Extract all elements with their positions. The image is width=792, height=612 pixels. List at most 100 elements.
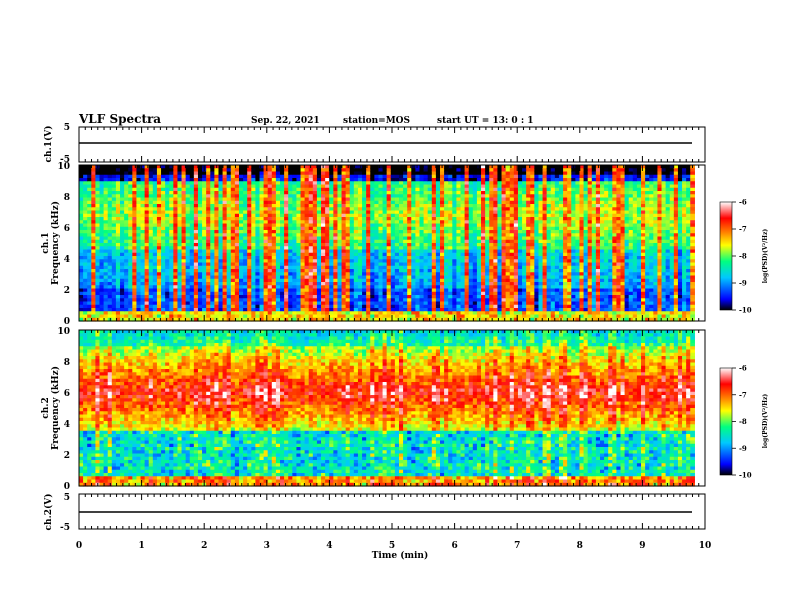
spectrogram-cell [394,259,400,264]
spectrogram-cell [169,314,174,319]
spectrogram-cell [103,197,109,202]
spectrogram-cell [156,178,162,182]
spectrogram-cell [267,291,273,296]
spectrogram-cell [370,259,375,264]
spectrogram-cell [230,256,236,260]
spectrogram-cell [83,262,88,267]
spectrogram-cell [329,184,334,189]
spectrogram-cell [386,291,392,296]
spectrogram-cell [132,262,138,267]
spectrogram-cell [156,288,162,293]
spectrogram-cell [304,301,310,306]
spectrogram-cell [394,174,400,179]
spectrogram-cell [87,295,92,299]
spectrogram-cell [407,207,412,212]
spectrogram-cell [292,304,298,309]
spectrogram-cell [169,246,174,251]
spectrogram-cell [234,265,240,270]
spectrogram-cell [230,272,236,277]
spectrogram-cell [247,265,252,270]
spectrogram-cell [111,249,117,254]
spectrogram-cell [255,285,261,290]
spectrogram-cell [296,295,302,299]
spectrogram-cell [259,304,265,309]
spectrogram-cell [353,233,359,238]
spectrogram-cell [230,168,236,173]
spectrogram-cell [128,178,133,182]
spectrogram-cell [374,291,380,296]
spectrogram-cell [238,314,244,319]
spectrogram-cell [226,252,232,257]
spectrogram-cell [304,314,310,319]
spectrogram-cell [79,217,84,221]
spectrogram-cell [206,184,211,189]
spectrogram-cell [267,269,273,273]
spectrogram-cell [308,181,314,186]
spectrogram-cell [288,304,293,309]
spectrogram-cell [210,243,215,247]
spectrogram-cell [345,210,351,215]
spectrogram-cell [357,288,363,293]
spectrogram-cell [378,304,384,309]
spectrogram-cell [378,230,384,234]
spectrogram-cell [366,168,371,173]
spectrogram-cell [202,249,207,254]
spectrogram-cell [403,239,408,244]
spectrogram-cell [251,194,256,199]
spectrogram-cell [394,220,400,225]
spectrogram-cell [144,168,150,173]
spectrogram-cell [132,249,138,254]
spectrogram-cell [271,243,277,247]
spectrogram-cell [206,223,211,228]
spectrogram-cell [234,314,240,319]
spectrogram-cell [107,204,113,208]
spectrogram-cell [202,259,207,264]
spectrogram-cell [177,168,183,173]
spectrogram-cell [357,311,363,316]
spectrogram-cell [300,174,306,179]
spectrogram-cell [374,301,380,306]
spectrogram-cell [140,178,146,182]
spectrogram-cell [398,184,404,189]
spectrogram-cell [140,230,146,234]
spectrogram-cell [296,314,302,319]
spectrogram-cell [210,304,215,309]
spectrogram-cell [251,259,256,264]
spectrogram-cell [214,236,220,241]
spectrogram-cell [390,226,396,231]
ch1-voltage-ylabel: ch.1(V) [43,126,54,163]
spectrogram-cell [202,265,207,270]
spectrogram-cell [189,256,195,260]
spectrogram-cell [398,207,404,212]
spectrogram-cell [218,230,224,234]
spectrogram-cell [156,233,162,238]
spectrogram-cell [193,220,199,225]
spectrogram-cell [329,298,334,303]
spectrogram-cell [140,282,146,286]
spectrogram-cell [267,191,273,195]
spectrogram-cell [128,226,133,231]
spectrogram-cell [107,184,113,189]
spectrogram-cell [341,217,347,221]
spectrogram-cell [144,288,150,293]
spectrogram-cell [325,230,330,234]
spectrogram-cell [284,275,289,280]
spectrogram-cell [107,239,113,244]
spectrogram-cell [95,226,101,231]
spectrogram-cell [197,291,203,296]
spectrogram-cell [366,217,371,221]
spectrogram-cell [115,165,121,169]
spectrogram-cell [267,252,273,257]
spectrogram-cell [275,181,281,186]
spectrogram-cell [136,298,142,303]
spectrogram-cell [193,295,199,299]
spectrogram-cell [161,171,166,176]
spectrogram-cell [378,168,384,173]
spectrogram-cell [267,295,273,299]
spectrogram-cell [275,295,281,299]
spectrogram-cell [325,311,330,316]
spectrogram-cell [300,200,306,205]
spectrogram-cell [91,262,97,267]
spectrogram-cell [345,194,351,199]
spectrogram-cell [390,207,396,212]
